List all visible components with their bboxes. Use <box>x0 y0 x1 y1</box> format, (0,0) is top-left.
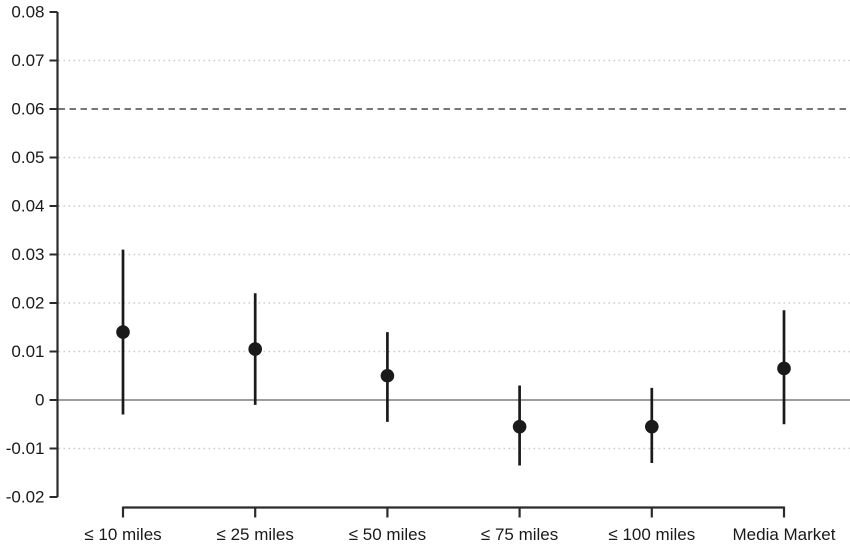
x-axis-label: Media Market <box>733 525 836 544</box>
y-axis-tick-label: 0.04 <box>11 197 44 216</box>
y-axis-tick-label: 0.06 <box>11 100 44 119</box>
y-axis-tick-label: -0.02 <box>6 488 45 507</box>
point-estimate-dot <box>380 368 395 383</box>
y-axis-tick-label: 0.07 <box>11 51 44 70</box>
x-axis-label: ≤ 100 miles <box>608 525 695 544</box>
x-axis-label: ≤ 50 miles <box>349 525 426 544</box>
y-axis-tick-label: 0.01 <box>11 342 44 361</box>
y-axis-tick-label: 0.03 <box>11 245 44 264</box>
y-axis-tick-label: 0.05 <box>11 148 44 167</box>
y-axis-tick-label: 0.02 <box>11 294 44 313</box>
point-estimate-dot <box>645 419 659 434</box>
point-estimate-dot <box>248 342 262 356</box>
x-axis-label: ≤ 75 miles <box>481 525 558 544</box>
y-axis-tick-label: -0.01 <box>6 439 45 458</box>
y-axis-tick-label: 0 <box>35 391 44 410</box>
point-estimate-dot <box>777 361 791 376</box>
point-estimate-dot <box>512 419 527 434</box>
point-estimate-dot <box>116 325 130 339</box>
x-axis-label: ≤ 25 miles <box>217 525 294 544</box>
y-axis-tick-label: 0.08 <box>11 3 44 22</box>
x-axis-label: ≤ 10 miles <box>84 525 161 544</box>
